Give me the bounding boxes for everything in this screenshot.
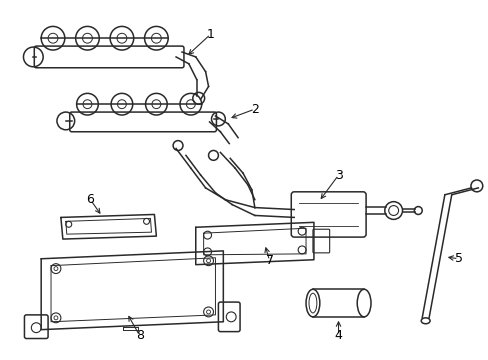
Text: 2: 2 (250, 103, 258, 116)
Text: 1: 1 (206, 28, 214, 41)
Text: 5: 5 (454, 252, 462, 265)
Text: 3: 3 (334, 168, 342, 181)
Text: 7: 7 (265, 254, 273, 267)
Text: 4: 4 (334, 329, 342, 342)
Text: 8: 8 (135, 329, 143, 342)
Text: 6: 6 (86, 193, 94, 206)
